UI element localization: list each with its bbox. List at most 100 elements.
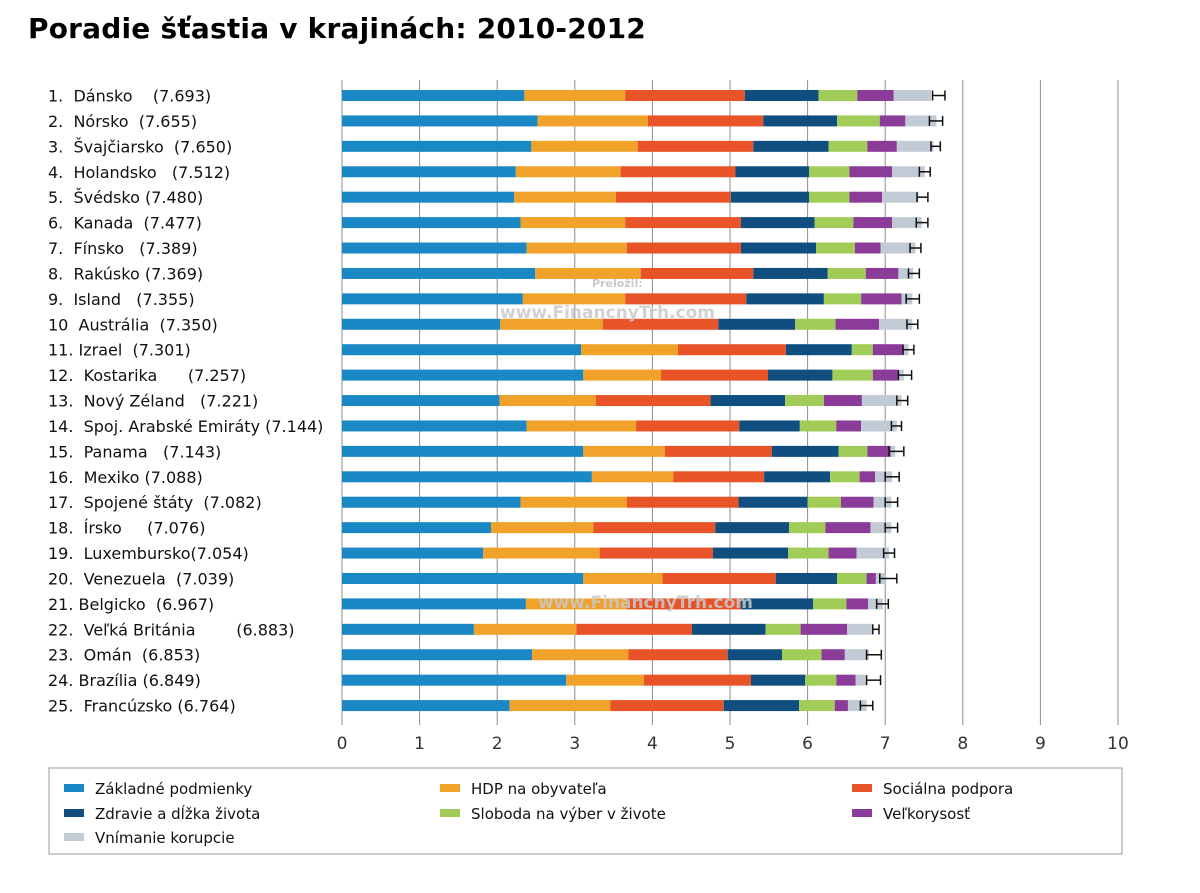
bar-segment-7 <box>880 242 916 254</box>
bar-segment-3 <box>595 395 711 407</box>
country-label: 6. Kanada (7.477) <box>48 214 202 233</box>
bar-segment-4 <box>785 344 852 356</box>
country-label: 8. Rakúsko (7.369) <box>48 264 203 283</box>
bar-segment-3 <box>625 217 741 229</box>
country-label: 23. Omán (6.853) <box>48 646 200 665</box>
bar-segment-5 <box>795 318 836 330</box>
bar-segment-7 <box>892 217 922 229</box>
bar-segment-7 <box>847 700 867 712</box>
bar-segment-6 <box>867 445 891 457</box>
bar-segment-7 <box>847 623 873 635</box>
legend-swatch <box>852 784 872 792</box>
bar-segment-5 <box>837 115 880 127</box>
bar-segment-2 <box>532 649 629 661</box>
bar-segment-5 <box>851 344 873 356</box>
country-label: 1. Dánsko (7.693) <box>48 87 211 106</box>
bar-segment-1 <box>342 344 582 356</box>
bar-segment-4 <box>753 267 828 279</box>
x-tick-label: 1 <box>414 734 425 754</box>
bar-segment-3 <box>636 420 740 432</box>
bar-segment-3 <box>620 166 736 178</box>
bar-segment-1 <box>342 267 536 279</box>
country-label: 12. Kostarika (7.257) <box>48 366 246 385</box>
bar-segment-1 <box>342 649 533 661</box>
country-label: 20. Venezuela (7.039) <box>48 569 234 588</box>
bar-segment-6 <box>853 217 893 229</box>
bar-segment-1 <box>342 445 584 457</box>
bar-segment-2 <box>483 547 600 559</box>
bar-segment-1 <box>342 471 592 483</box>
legend-swatch <box>440 784 460 792</box>
bar-segment-6 <box>849 166 893 178</box>
bar-segment-7 <box>878 318 913 330</box>
bar-segment-5 <box>788 522 826 534</box>
bar-segment-4 <box>727 649 782 661</box>
legend-swatch <box>852 809 872 817</box>
bar-segment-3 <box>643 674 751 686</box>
bar-segment-1 <box>342 598 526 610</box>
bar-segment-6 <box>836 420 862 432</box>
legend-swatch <box>440 809 460 817</box>
bar-segment-5 <box>799 700 835 712</box>
bar-segment-2 <box>535 267 641 279</box>
bar-segment-6 <box>861 293 902 305</box>
country-label: 9. Island (7.355) <box>48 290 195 309</box>
bar-segment-6 <box>872 369 899 381</box>
country-label: 22. Veľká Británia (6.883) <box>48 620 294 639</box>
bar-segment-3 <box>640 267 754 279</box>
legend-box <box>48 767 1123 855</box>
bar-segment-2 <box>490 522 594 534</box>
x-tick-label: 2 <box>492 734 503 754</box>
legend-label: Základné podmienky <box>95 780 252 798</box>
bar-segment-3 <box>576 623 692 635</box>
bar-segment-1 <box>342 522 491 534</box>
x-tick-label: 8 <box>957 734 968 754</box>
bar-segment-1 <box>342 674 567 686</box>
bar-segment-3 <box>628 649 728 661</box>
bar-segment-7 <box>875 471 893 483</box>
bar-segment-5 <box>838 445 868 457</box>
bar-segment-2 <box>499 395 596 407</box>
bar-segment-7 <box>898 267 914 279</box>
legend-label: Sociálna podpora <box>883 780 1013 798</box>
bar-segment-6 <box>849 191 883 203</box>
bar-segment-6 <box>854 242 881 254</box>
bar-segment-2 <box>473 623 577 635</box>
bar-segment-7 <box>873 496 892 508</box>
bar-segment-2 <box>509 700 611 712</box>
bar-segment-5 <box>813 598 847 610</box>
legend-swatch <box>64 833 84 841</box>
x-tick-label: 4 <box>647 734 658 754</box>
bar-segment-7 <box>892 166 925 178</box>
bar-segment-6 <box>800 623 848 635</box>
bar-segment-3 <box>626 598 741 610</box>
bar-segment-1 <box>342 318 501 330</box>
bar-segment-4 <box>718 318 796 330</box>
watermark: Preložil: www.FinancnyTrh.com www.Financ… <box>500 277 753 613</box>
bar-segment-1 <box>342 395 500 407</box>
bar-segment-4 <box>715 522 789 534</box>
bar-segment-3 <box>673 471 765 483</box>
legend-swatch <box>64 784 84 792</box>
bar-segment-6 <box>859 471 876 483</box>
bar-segment-5 <box>809 166 850 178</box>
watermark-site-bottom: www.FinancnyTrh.com <box>538 593 753 613</box>
bar-segment-4 <box>735 166 810 178</box>
country-label: 3. Švajčiarsko (7.650) <box>48 137 232 156</box>
bar-segment-6 <box>866 572 876 584</box>
bar-segment-5 <box>799 420 837 432</box>
country-label: 18. Írsko (7.076) <box>48 519 205 538</box>
bar-segment-5 <box>809 191 850 203</box>
bar-segment-4 <box>764 471 831 483</box>
x-tick-label: 5 <box>725 734 736 754</box>
bar-segment-4 <box>739 420 800 432</box>
bar-segment-3 <box>625 293 747 305</box>
bar-segment-4 <box>763 115 838 127</box>
bar-segment-6 <box>828 547 857 559</box>
bar-segment-5 <box>828 140 868 152</box>
bar-segment-3 <box>599 547 713 559</box>
bar-segment-5 <box>827 267 866 279</box>
bar-segment-4 <box>712 547 789 559</box>
bar-segment-6 <box>857 90 894 101</box>
